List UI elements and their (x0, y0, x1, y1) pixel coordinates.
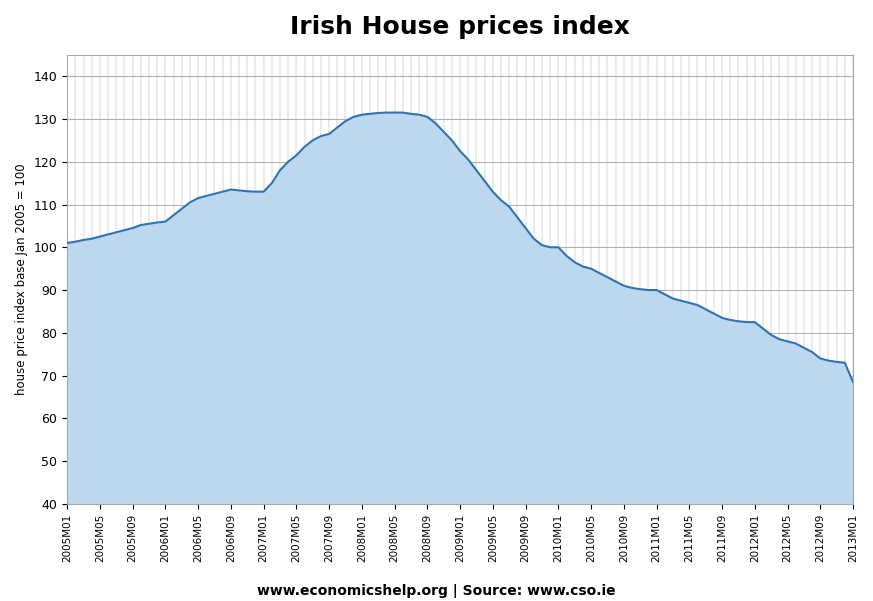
Title: Irish House prices index: Irish House prices index (290, 15, 630, 39)
Text: www.economicshelp.org | Source: www.cso.ie: www.economicshelp.org | Source: www.cso.… (258, 584, 615, 598)
Y-axis label: house price index base Jan 2005 = 100: house price index base Jan 2005 = 100 (15, 163, 28, 395)
